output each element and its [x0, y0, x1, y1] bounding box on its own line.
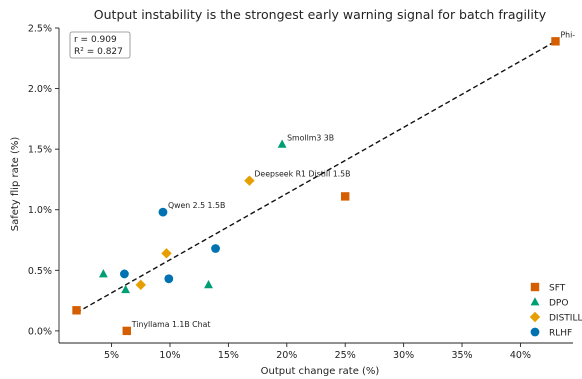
point-annotation: Deepseek R1 Distill 1.5B: [254, 170, 350, 179]
y-tick-label: 1.5%: [28, 145, 52, 156]
y-tick-label: 0.0%: [28, 326, 52, 337]
x-axis-label: Output change rate (%): [261, 366, 380, 377]
point-annotation: Qwen 2.5 1.5B: [168, 201, 225, 210]
plot-area: 5% 10% 15% 20% 25% 30% 35% 40% 0.0% 0.5% 1.0% 1.5% 2…: [28, 24, 575, 362]
data-point-dpo: [121, 284, 130, 294]
x-tick-label: 25%: [335, 350, 356, 361]
point-annotation: Tinyllama 1.1B Chat: [131, 320, 211, 329]
point-annotation: Phi-: [560, 30, 575, 39]
x-tick-label: 20%: [276, 350, 297, 361]
y-tick-label: 1.0%: [28, 205, 52, 216]
data-point-rlhf: [158, 207, 168, 217]
legend-label: RLHF: [549, 328, 572, 338]
legend: SFT DPO DISTILLED RLHF: [529, 282, 582, 338]
legend-marker-dpo: [530, 297, 540, 306]
data-point-distilled: [135, 279, 146, 291]
y-tick-label: 2.5%: [28, 24, 52, 35]
point-annotation: Smollm3 3B: [287, 133, 334, 142]
data-point-sft: [122, 326, 131, 336]
y-axis-label: Safety flip rate (%): [10, 137, 21, 232]
x-tick-label: 15%: [218, 350, 239, 361]
chart-title: Output instability is the strongest earl…: [94, 7, 547, 22]
legend-marker-distilled: [529, 311, 541, 323]
data-point-sft: [72, 306, 81, 315]
data-point-rlhf: [164, 274, 174, 284]
data-point-rlhf: [120, 269, 129, 279]
data-point-sft: [551, 37, 560, 46]
fit-line: [76, 40, 556, 314]
stats-r2: R² = 0.827: [74, 47, 123, 57]
legend-marker-rlhf: [530, 327, 540, 337]
x-tick-label: 30%: [393, 350, 414, 361]
x-tick-label: 35%: [451, 350, 472, 361]
legend-label: SFT: [549, 283, 566, 293]
data-point-dpo: [98, 269, 108, 278]
x-tick-label: 5%: [104, 350, 119, 361]
y-tick-label: 0.5%: [28, 266, 52, 277]
data-point-distilled: [161, 248, 172, 259]
data-point-dpo: [277, 139, 287, 148]
stats-box-frame: [69, 31, 131, 59]
data-point-rlhf: [211, 244, 220, 253]
data-point-dpo: [204, 280, 213, 289]
legend-label: DPO: [549, 298, 568, 308]
stats-r: r = 0.909: [74, 35, 117, 45]
data-point-distilled: [244, 175, 255, 186]
y-tick-label: 2.0%: [28, 84, 52, 95]
x-tick-label: 10%: [159, 350, 180, 361]
data-point-sft: [341, 192, 350, 201]
legend-marker-sft: [530, 282, 540, 292]
legend-label: DISTILLED: [549, 313, 582, 323]
x-tick-label: 40%: [510, 350, 531, 361]
stats-box: r = 0.909 R² = 0.827: [69, 31, 131, 59]
